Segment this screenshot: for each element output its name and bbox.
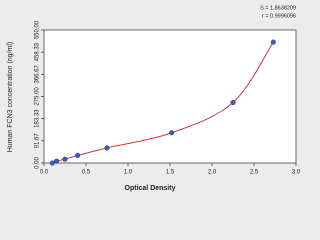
y-axis-label: Human FCN3 concentration (ng/ml) [7, 42, 14, 153]
x-tick-label: 0.5 [82, 170, 91, 176]
point [104, 145, 110, 151]
y-tick-label: 91.67 [35, 133, 41, 149]
y-tick-label: 550.00 [35, 20, 41, 39]
point [62, 156, 68, 162]
plot-area [43, 29, 297, 164]
point [230, 99, 236, 106]
y-tick-label: 275.00 [35, 87, 41, 106]
point [49, 160, 55, 166]
chart: Optical Density Human FCN3 concentration… [6, 5, 300, 192]
annotation: r = 0.9996096 [262, 13, 296, 19]
point [75, 152, 81, 158]
x-tick-label: 3.0 [292, 170, 300, 176]
x-axis-label: Optical Density [125, 185, 176, 192]
x-tick-label: 1.5 [166, 170, 175, 176]
point [54, 158, 60, 164]
x-tick-label: 0.0 [40, 170, 49, 176]
y-tick-label: 183.33 [35, 109, 41, 128]
annotation: S = 1.8638209 [260, 5, 296, 11]
y-tick-label: 366.67 [35, 64, 41, 83]
page: Optical Density Human FCN3 concentration… [6, 5, 300, 192]
point [270, 39, 276, 45]
x-tick-label: 2.5 [250, 170, 259, 176]
x-tick-label: 2.0 [208, 170, 217, 176]
point [169, 130, 175, 136]
x-tick-label: 1.0 [124, 170, 133, 176]
y-tick-label: 458.33 [35, 42, 41, 61]
y-tick-label: 0.00 [35, 157, 41, 169]
